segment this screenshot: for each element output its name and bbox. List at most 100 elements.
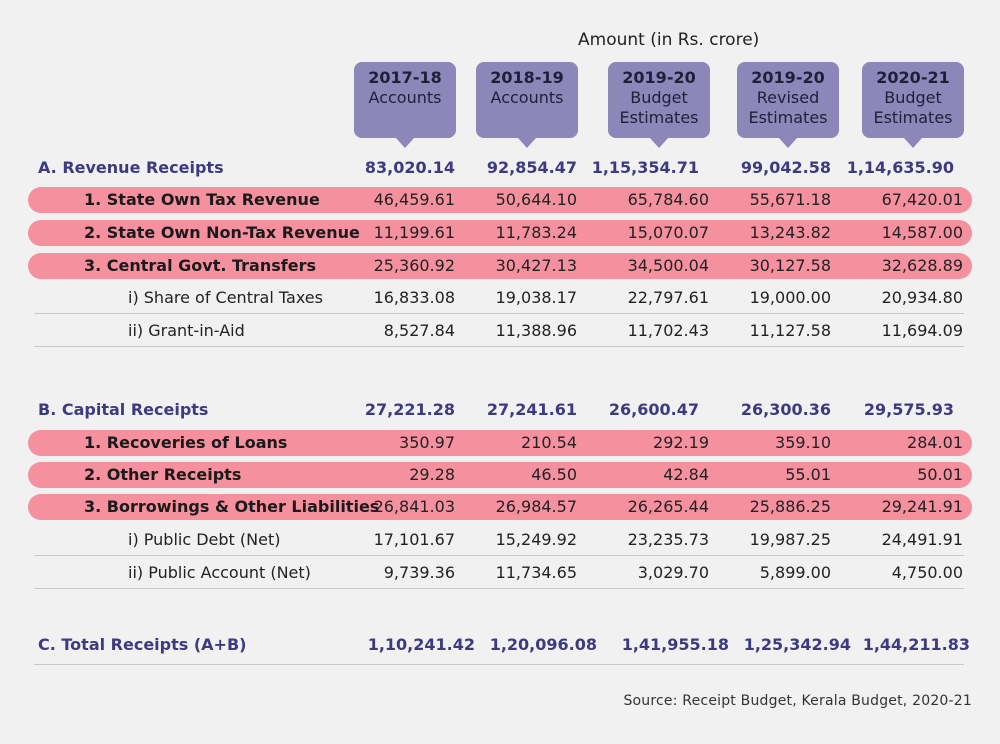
- row-value: 15,249.92: [495, 530, 577, 549]
- row-label: i) Share of Central Taxes: [128, 288, 323, 307]
- table-row: C. Total Receipts (A+B) 1,10,241.42 1,20,0…: [28, 632, 972, 658]
- row-value: 1,25,342.94: [743, 635, 851, 654]
- row-value: 67,420.01: [881, 190, 963, 209]
- row-divider: [34, 346, 964, 347]
- row-value: 359.10: [775, 433, 831, 452]
- table-row: 2. State Own Non-Tax Revenue 11,199.61 11,…: [28, 220, 972, 246]
- row-value: 11,783.24: [495, 223, 577, 242]
- row-value: 46,459.61: [373, 190, 455, 209]
- row-label: 2. Other Receipts: [84, 465, 242, 484]
- row-value: 11,388.96: [495, 321, 577, 340]
- col-header-2019-20-revised: 2019-20 Revised Estimates: [737, 62, 839, 148]
- row-value: 1,20,096.08: [489, 635, 597, 654]
- col-label-2: Estimates: [619, 108, 699, 127]
- row-value: 1,15,354.71: [591, 158, 699, 177]
- row-label: 1. Recoveries of Loans: [84, 433, 288, 452]
- row-value: 24,491.91: [881, 530, 963, 549]
- row-value: 1,10,241.42: [367, 635, 475, 654]
- col-label-2: Estimates: [873, 108, 953, 127]
- col-header-2018-19-accounts: 2018-19 Accounts: [476, 62, 578, 148]
- row-value: 20,934.80: [881, 288, 963, 307]
- row-value: 42.84: [663, 465, 709, 484]
- row-value: 210.54: [521, 433, 577, 452]
- row-value: 26,841.03: [373, 497, 455, 516]
- row-divider: [34, 588, 964, 589]
- row-value: 27,221.28: [364, 400, 455, 419]
- row-value: 1,14,635.90: [846, 158, 954, 177]
- row-value: 11,734.65: [495, 563, 577, 582]
- table-row: 1. Recoveries of Loans 350.97 210.54 292.19…: [28, 430, 972, 456]
- row-value: 65,784.60: [627, 190, 709, 209]
- row-value: 46.50: [531, 465, 577, 484]
- row-divider: [34, 555, 964, 556]
- row-label: 1. State Own Tax Revenue: [84, 190, 320, 209]
- table-row: A. Revenue Receipts 83,020.14 92,854.47 1,1…: [28, 155, 972, 181]
- row-value: 17,101.67: [373, 530, 455, 549]
- row-value: 23,235.73: [627, 530, 709, 549]
- table-row: 2. Other Receipts 29.28 46.50 42.84 55.01 50.…: [28, 462, 972, 488]
- table-row: 3. Borrowings & Other Liabilities 26,841.…: [28, 494, 972, 520]
- col-label: Budget: [884, 88, 942, 107]
- row-value: 11,702.43: [627, 321, 709, 340]
- table-row: i) Public Debt (Net) 17,101.67 15,249.92 23…: [28, 527, 972, 553]
- col-label: Revised: [756, 88, 820, 107]
- col-label: Budget: [630, 88, 688, 107]
- col-year: 2019-20: [622, 68, 696, 87]
- row-value: 27,241.61: [486, 400, 577, 419]
- amount-title: Amount (in Rs. crore): [578, 30, 760, 50]
- row-label: C. Total Receipts (A+B): [38, 635, 247, 654]
- row-value: 99,042.58: [740, 158, 831, 177]
- table-row: B. Capital Receipts 27,221.28 27,241.61 26,…: [28, 397, 972, 423]
- row-label: 3. Central Govt. Transfers: [84, 256, 316, 275]
- row-label: ii) Public Account (Net): [128, 563, 311, 582]
- row-label: 3. Borrowings & Other Liabilities: [84, 497, 380, 516]
- row-value: 32,628.89: [881, 256, 963, 275]
- row-divider: [34, 313, 964, 314]
- row-value: 14,587.00: [881, 223, 963, 242]
- row-divider: [34, 664, 964, 665]
- col-label-2: Estimates: [748, 108, 828, 127]
- row-value: 11,127.58: [749, 321, 831, 340]
- row-value: 25,886.25: [749, 497, 831, 516]
- table-row: ii) Grant-in-Aid 8,527.84 11,388.96 11,702.…: [28, 318, 972, 344]
- row-value: 22,797.61: [627, 288, 709, 307]
- row-label: ii) Grant-in-Aid: [128, 321, 245, 340]
- row-value: 50,644.10: [495, 190, 577, 209]
- col-header-2017-18-accounts: 2017-18 Accounts: [354, 62, 456, 148]
- col-year: 2018-19: [490, 68, 564, 87]
- row-value: 5,899.00: [759, 563, 831, 582]
- row-value: 50.01: [917, 465, 963, 484]
- row-value: 29,241.91: [881, 497, 963, 516]
- row-value: 30,127.58: [749, 256, 831, 275]
- row-value: 13,243.82: [749, 223, 831, 242]
- row-value: 1,44,211.83: [862, 635, 970, 654]
- row-value: 19,038.17: [495, 288, 577, 307]
- col-header-2020-21-budget: 2020-21 Budget Estimates: [862, 62, 964, 148]
- table-row: i) Share of Central Taxes 16,833.08 19,038…: [28, 285, 972, 311]
- row-value: 11,199.61: [373, 223, 455, 242]
- table-row: 3. Central Govt. Transfers 25,360.92 30,42…: [28, 253, 972, 279]
- row-value: 83,020.14: [364, 158, 455, 177]
- row-value: 29.28: [409, 465, 455, 484]
- col-year: 2017-18: [368, 68, 442, 87]
- col-label: Accounts: [368, 88, 442, 107]
- row-label: 2. State Own Non-Tax Revenue: [84, 223, 360, 242]
- row-value: 19,000.00: [749, 288, 831, 307]
- row-value: 34,500.04: [627, 256, 709, 275]
- row-value: 11,694.09: [881, 321, 963, 340]
- row-value: 16,833.08: [373, 288, 455, 307]
- source-note: Source: Receipt Budget, Kerala Budget, 2…: [623, 693, 972, 709]
- table-row: 1. State Own Tax Revenue 46,459.61 50,644.…: [28, 187, 972, 213]
- col-header-2019-20-budget: 2019-20 Budget Estimates: [608, 62, 710, 148]
- row-value: 9,739.36: [383, 563, 455, 582]
- row-value: 29,575.93: [863, 400, 954, 419]
- row-value: 1,41,955.18: [621, 635, 729, 654]
- col-year: 2020-21: [876, 68, 950, 87]
- row-value: 26,265.44: [627, 497, 709, 516]
- row-value: 19,987.25: [749, 530, 831, 549]
- row-value: 26,300.36: [740, 400, 831, 419]
- col-year: 2019-20: [751, 68, 825, 87]
- row-label: A. Revenue Receipts: [38, 158, 224, 177]
- row-value: 25,360.92: [373, 256, 455, 275]
- row-label: i) Public Debt (Net): [128, 530, 281, 549]
